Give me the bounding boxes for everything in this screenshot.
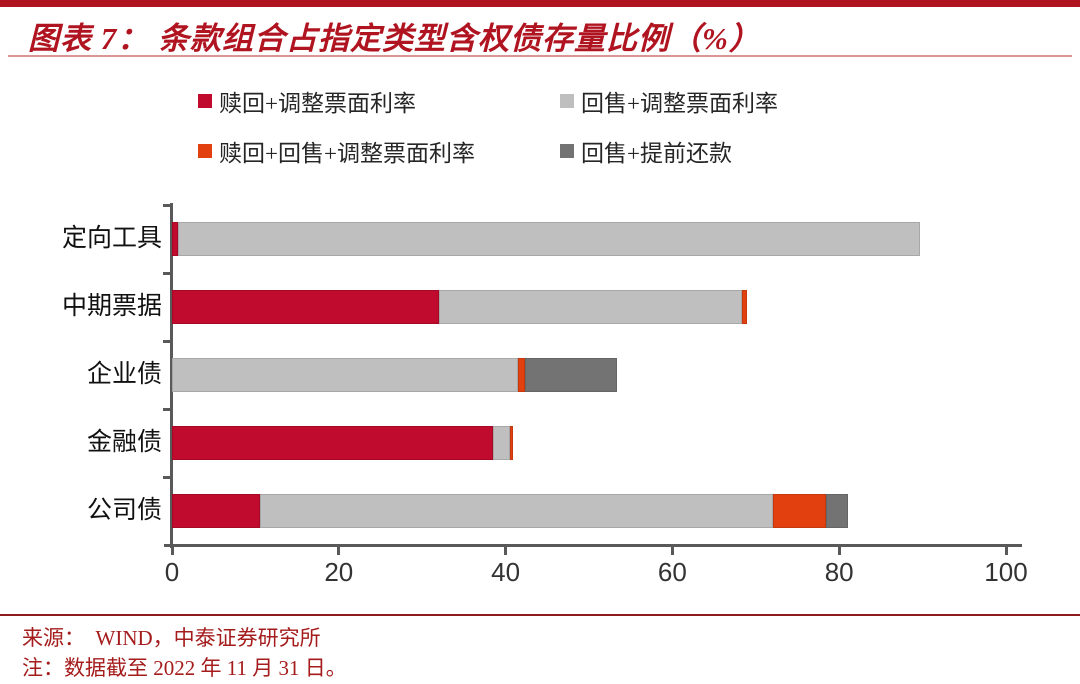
legend-item: 回售+提前还款 [560,134,778,168]
bar-segment [172,290,439,324]
bar-row [172,358,617,392]
bar-segment [524,358,617,392]
legend-swatch-icon [560,94,574,108]
y-axis-tick [163,339,172,343]
category-label: 金融债 [86,429,162,456]
footer-divider [0,614,1080,616]
legend-item: 赎回+回售+调整票面利率 [198,134,560,168]
y-axis-line [170,203,173,548]
x-axis-tick-label: 20 [324,557,354,587]
y-axis-tick [163,271,172,275]
bar-segment [509,426,514,460]
bar-segment [493,426,510,460]
note-text: 注：数据截至 2022 年 11 月 31 日。 [22,656,347,680]
category-label: 定向工具 [61,225,162,252]
x-axis-tick-label: 40 [491,557,521,587]
bar-segment [172,358,519,392]
bar-segment [825,494,848,528]
bar-row [172,494,848,528]
y-axis-tick [163,475,172,479]
bar-row [172,426,514,460]
x-axis-line [164,544,1022,547]
x-axis-tick [837,546,841,555]
x-axis-tick [670,546,674,555]
x-axis-tick [170,546,174,555]
legend-item: 回售+调整票面利率 [560,84,778,118]
page-title: 图表 7： 条款组合占指定类型含权债存量比例（%） [28,21,761,56]
bar-segment [177,222,921,256]
x-axis-tick-label: 80 [824,557,854,587]
bar-segment [172,222,178,256]
x-axis-tick [1004,546,1008,555]
bar-row [172,222,921,256]
category-label: 公司债 [86,497,162,524]
legend-item: 赎回+调整票面利率 [198,84,560,118]
x-axis-tick [504,546,508,555]
x-axis-tick-label: 60 [657,557,687,587]
x-axis-tick-label: 0 [164,557,180,587]
legend-label: 赎回+调整票面利率 [219,91,416,116]
bar-segment [260,494,774,528]
bar-segment [172,426,494,460]
category-label: 中期票据 [61,293,162,320]
y-axis-tick [163,407,172,411]
x-axis-tick-label: 100 [984,557,1028,587]
legend-label: 赎回+回售+调整票面利率 [219,141,475,166]
bar-segment [172,494,261,528]
y-axis-tick [163,203,172,207]
source-text: 来源： WIND，中泰证券研究所 [22,626,321,650]
x-axis-tick [337,546,341,555]
bar-segment [438,290,743,324]
legend-swatch-icon [198,144,212,158]
bar-segment [773,494,826,528]
category-label: 企业债 [86,361,162,388]
legend-label: 回售+调整票面利率 [581,91,778,116]
bar-row [172,290,747,324]
legend-swatch-icon [198,94,212,108]
legend-label: 回售+提前还款 [581,141,732,166]
top-accent-bar [0,0,1080,7]
title-underline [8,55,1072,57]
bar-segment [742,290,747,324]
legend-swatch-icon [560,144,574,158]
bar-segment [518,358,525,392]
chart-legend: 赎回+调整票面利率 回售+调整票面利率赎回+回售+调整票面利率 回售+提前还款 [198,84,778,168]
